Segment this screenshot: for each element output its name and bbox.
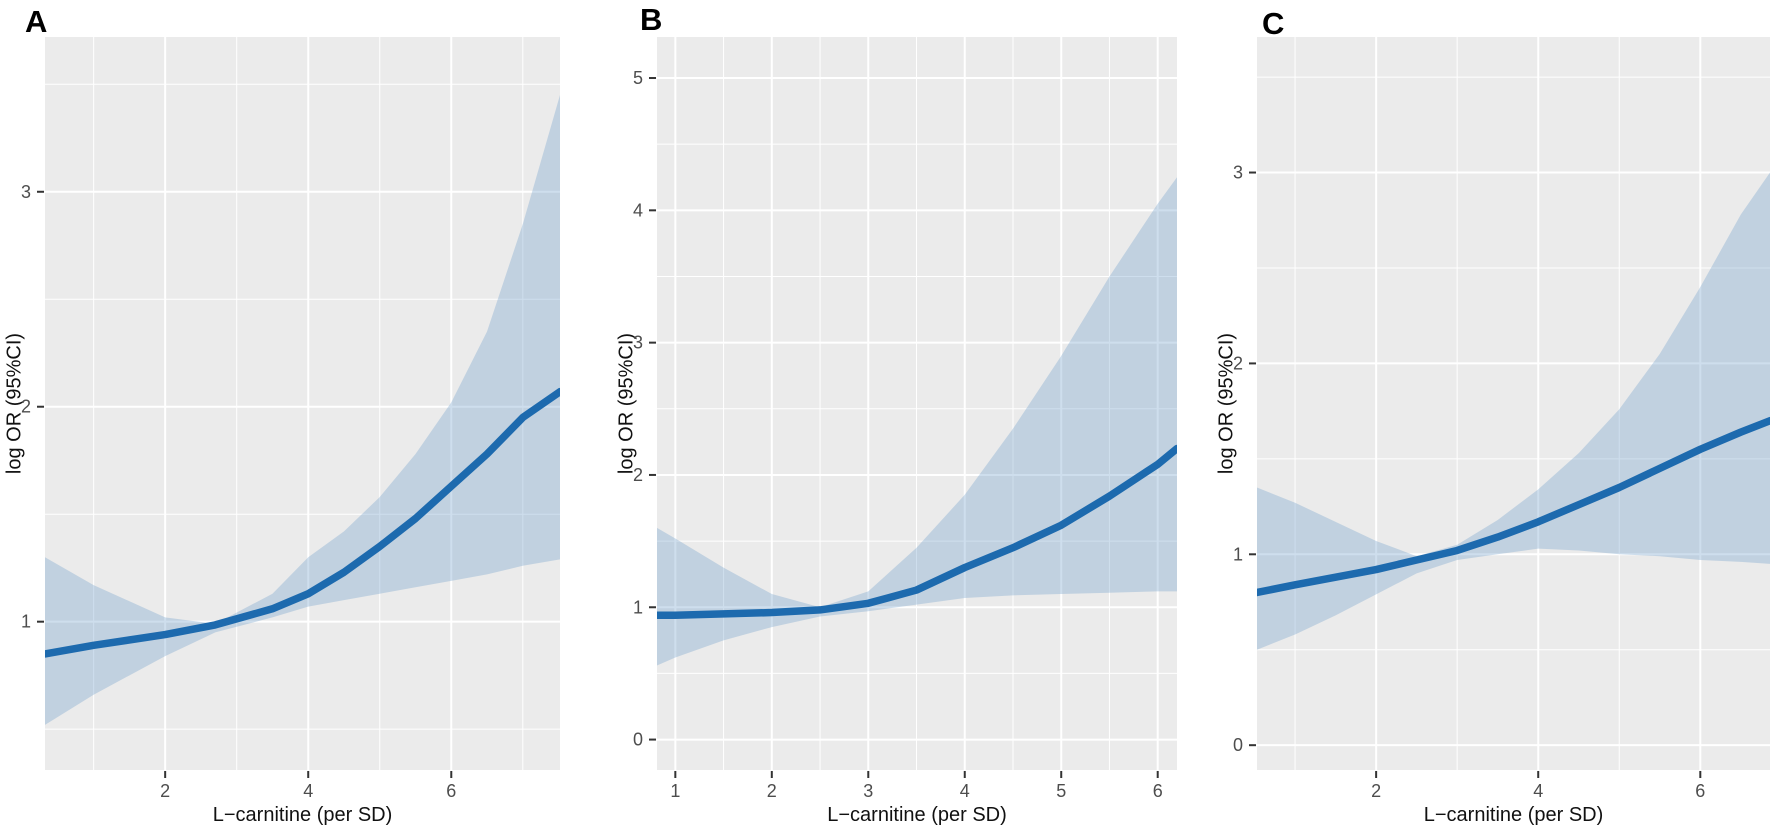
x-axis-title: L−carnitine (per SD) [827,804,1007,826]
plot-area: 2 4 6 1 2 3 [21,37,560,801]
panel-label-a: A [25,4,48,39]
trend-line [1257,416,1770,597]
panel-label-c: C [1262,6,1285,41]
trend-line [45,387,560,658]
x-tick-label: 6 [446,781,456,801]
x-tick-label: 2 [1371,781,1381,801]
confidence-ribbon [45,95,560,725]
x-tick-label: 4 [303,781,313,801]
x-tick-label: 4 [1533,781,1543,801]
y-tick-label: 3 [633,333,643,353]
y-tick-label: 2 [21,397,31,417]
y-tick-label: 0 [633,730,643,750]
confidence-ribbon [1257,172,1770,650]
x-tick-label: 3 [863,781,873,801]
y-tick-label: 2 [1233,353,1243,373]
y-tick-label: 0 [1233,735,1243,755]
x-axis-title: L−carnitine (per SD) [212,804,393,826]
y-tick-label: 2 [633,465,643,485]
panel-background [45,37,560,770]
panel-background [1257,37,1770,770]
x-tick-label: 6 [1695,781,1705,801]
x-tick-label: 4 [960,781,970,801]
x-tick-label: 2 [767,781,777,801]
plot-area: 1 2 3 4 5 6 0 1 2 3 4 5 [633,37,1177,801]
y-tick-label: 1 [633,597,643,617]
y-tick-label: 1 [21,612,31,632]
x-tick-label: 5 [1056,781,1066,801]
x-tick-label: 1 [670,781,680,801]
y-tick-label: 5 [633,68,643,88]
panel-label-b: B [640,2,663,37]
confidence-ribbon [657,177,1177,666]
plot-area: 2 4 6 0 1 2 3 [1233,37,1770,801]
x-tick-label: 6 [1153,781,1163,801]
trend-line [657,444,1177,619]
y-tick-label: 1 [1233,544,1243,564]
y-tick-label: 3 [21,182,31,202]
x-tick-label: 2 [160,781,170,801]
y-tick-label: 3 [1233,163,1243,183]
y-tick-label: 4 [633,200,643,220]
x-axis-title: L−carnitine (per SD) [1423,804,1604,826]
